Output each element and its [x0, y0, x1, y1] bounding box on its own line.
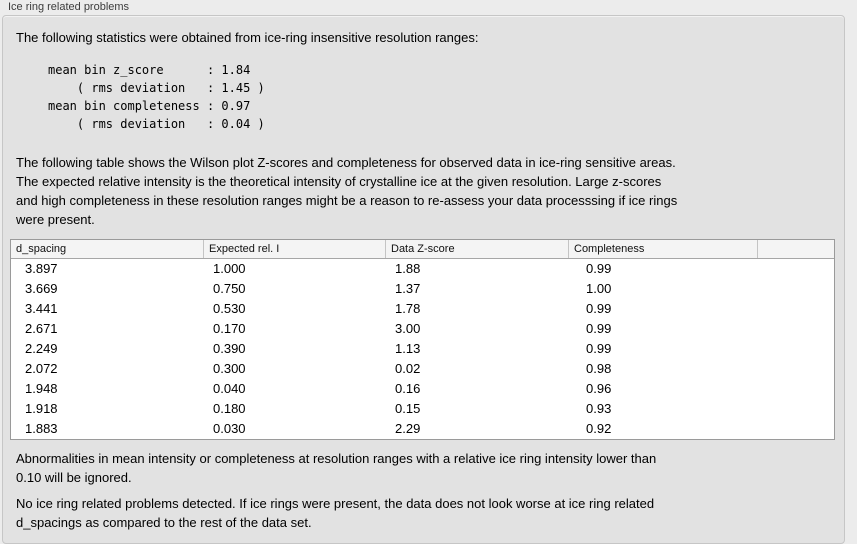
- cell-completeness: 0.92: [586, 421, 612, 436]
- note-line: 0.10 will be ignored.: [16, 470, 132, 485]
- cell-data-z-score: 0.02: [395, 361, 421, 376]
- cell-data-z-score: 2.29: [395, 421, 421, 436]
- cell-empty: [757, 299, 834, 319]
- cell-empty: [757, 259, 834, 279]
- cell-data-z-score: 3.00: [395, 321, 421, 336]
- cell-data-z-score: 1.78: [395, 301, 421, 316]
- cell-d-spacing: 1.918: [25, 401, 58, 416]
- table-row[interactable]: 2.249 0.390 1.13 0.99: [11, 339, 834, 359]
- cell-empty: [757, 399, 834, 419]
- cell-completeness: 0.99: [586, 321, 612, 336]
- cell-d-spacing: 3.669: [25, 281, 58, 296]
- table-row[interactable]: 1.918 0.180 0.15 0.93: [11, 399, 834, 419]
- stats-line: ( rms deviation : 1.45 ): [48, 81, 265, 95]
- cell-completeness: 0.99: [586, 301, 612, 316]
- table-description: The following table shows the Wilson plo…: [16, 153, 677, 229]
- stats-line: mean bin completeness : 0.97: [48, 99, 251, 113]
- cell-expected-rel-i: 0.040: [213, 381, 246, 396]
- cell-data-z-score: 1.13: [395, 341, 421, 356]
- cell-empty: [757, 359, 834, 379]
- description-line: The following table shows the Wilson plo…: [16, 155, 676, 170]
- cell-expected-rel-i: 0.030: [213, 421, 246, 436]
- ice-ring-table[interactable]: d_spacing Expected rel. I Data Z-score C…: [10, 239, 835, 440]
- cell-empty: [757, 319, 834, 339]
- cell-d-spacing: 2.671: [25, 321, 58, 336]
- cell-expected-rel-i: 0.750: [213, 281, 246, 296]
- description-line: The expected relative intensity is the t…: [16, 174, 662, 189]
- cell-empty: [757, 379, 834, 399]
- table-row[interactable]: 3.897 1.000 1.88 0.99: [11, 259, 834, 279]
- cell-completeness: 0.96: [586, 381, 612, 396]
- cell-d-spacing: 3.897: [25, 261, 58, 276]
- cell-completeness: 0.99: [586, 341, 612, 356]
- cell-completeness: 1.00: [586, 281, 612, 296]
- table-row[interactable]: 1.948 0.040 0.16 0.96: [11, 379, 834, 399]
- cell-data-z-score: 0.15: [395, 401, 421, 416]
- note-line: Abnormalities in mean intensity or compl…: [16, 451, 657, 466]
- cell-empty: [757, 419, 834, 439]
- cell-data-z-score: 1.37: [395, 281, 421, 296]
- table-row[interactable]: 2.671 0.170 3.00 0.99: [11, 319, 834, 339]
- cell-expected-rel-i: 0.390: [213, 341, 246, 356]
- groupbox-title: Ice ring related problems: [8, 1, 130, 13]
- cell-empty: [757, 339, 834, 359]
- conclusion-line: No ice ring related problems detected. I…: [16, 496, 655, 511]
- description-line: and high completeness in these resolutio…: [16, 193, 678, 208]
- cell-expected-rel-i: 0.170: [213, 321, 246, 336]
- description-line: were present.: [16, 212, 95, 227]
- stats-line: ( rms deviation : 0.04 ): [48, 117, 265, 131]
- cell-d-spacing: 3.441: [25, 301, 58, 316]
- conclusion-line: d_spacings as compared to the rest of th…: [16, 515, 312, 530]
- intro-text: The following statistics were obtained f…: [16, 30, 479, 45]
- stats-block: mean bin z_score : 1.84 ( rms deviation …: [48, 61, 265, 133]
- cell-completeness: 0.93: [586, 401, 612, 416]
- cell-d-spacing: 2.072: [25, 361, 58, 376]
- cell-empty: [757, 279, 834, 299]
- column-header-d-spacing[interactable]: d_spacing: [16, 243, 67, 255]
- ignore-note: Abnormalities in mean intensity or compl…: [16, 449, 656, 487]
- column-header-completeness[interactable]: Completeness: [568, 240, 757, 258]
- conclusion-text: No ice ring related problems detected. I…: [16, 494, 654, 532]
- cell-expected-rel-i: 0.530: [213, 301, 246, 316]
- ice-ring-panel: The following statistics were obtained f…: [2, 15, 845, 544]
- table-row[interactable]: 2.072 0.300 0.02 0.98: [11, 359, 834, 379]
- table-row[interactable]: 1.883 0.030 2.29 0.92: [11, 419, 834, 439]
- column-header-empty[interactable]: [757, 240, 834, 258]
- stats-line: mean bin z_score : 1.84: [48, 63, 251, 77]
- cell-expected-rel-i: 0.180: [213, 401, 246, 416]
- table-header-row: d_spacing Expected rel. I Data Z-score C…: [11, 240, 834, 259]
- cell-completeness: 0.99: [586, 261, 612, 276]
- cell-data-z-score: 1.88: [395, 261, 421, 276]
- cell-d-spacing: 1.948: [25, 381, 58, 396]
- cell-data-z-score: 0.16: [395, 381, 421, 396]
- cell-d-spacing: 1.883: [25, 421, 58, 436]
- cell-expected-rel-i: 0.300: [213, 361, 246, 376]
- cell-expected-rel-i: 1.000: [213, 261, 246, 276]
- column-header-expected-rel-i[interactable]: Expected rel. I: [203, 240, 385, 258]
- table-row[interactable]: 3.441 0.530 1.78 0.99: [11, 299, 834, 319]
- table-row[interactable]: 3.669 0.750 1.37 1.00: [11, 279, 834, 299]
- column-header-data-z-score[interactable]: Data Z-score: [385, 240, 568, 258]
- cell-completeness: 0.98: [586, 361, 612, 376]
- cell-d-spacing: 2.249: [25, 341, 58, 356]
